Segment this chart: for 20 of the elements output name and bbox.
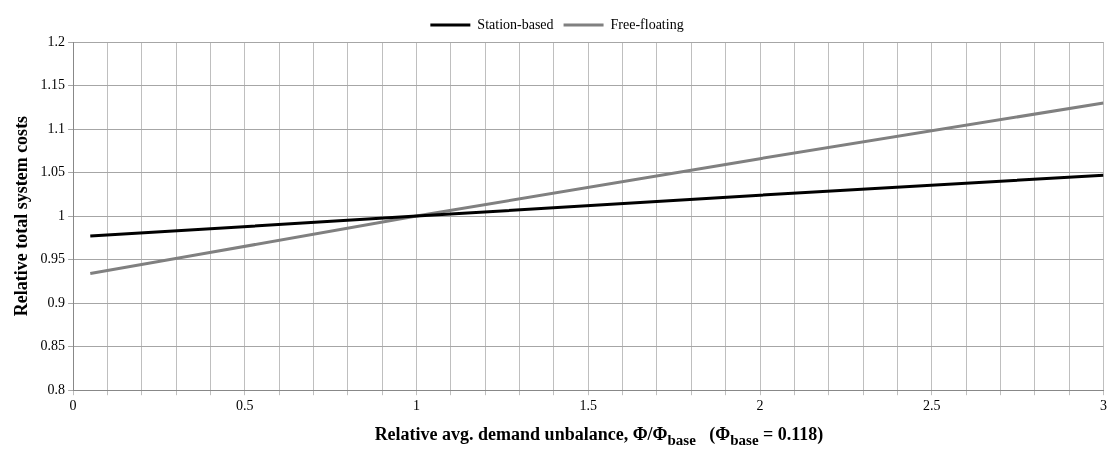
x-tick-label: 1.5 — [579, 398, 598, 414]
y-tick-label: 1.1 — [47, 120, 66, 136]
y-tick-label: 1.15 — [40, 77, 66, 93]
y-tick-label: 1.05 — [40, 164, 66, 180]
y-tick-label: 0.9 — [47, 294, 66, 310]
legend-label: Free-floating — [610, 16, 684, 32]
x-tick-label: 3 — [1100, 398, 1107, 414]
y-tick-label: 0.85 — [40, 338, 66, 354]
x-tick-label: 0 — [69, 398, 77, 414]
y-axis-title: Relative total system costs — [11, 115, 32, 317]
y-tick-label: 0.8 — [47, 381, 66, 397]
x-axis-title: Relative avg. demand unbalance, Φ/Φ$_{base}$ (Φ$_{base}$ = 0.118) — [373, 424, 825, 449]
y-tick-label: 0.95 — [40, 251, 66, 267]
legend-label: Station-based — [477, 16, 554, 32]
x-tick-label: 0.5 — [236, 398, 254, 414]
x-tick-label: 1 — [413, 398, 421, 414]
x-tick-label: 2.5 — [923, 398, 941, 414]
x-tick-label: 2 — [756, 398, 764, 414]
y-tick-label: 1 — [58, 207, 66, 223]
y-tick-label: 1.2 — [47, 33, 66, 49]
